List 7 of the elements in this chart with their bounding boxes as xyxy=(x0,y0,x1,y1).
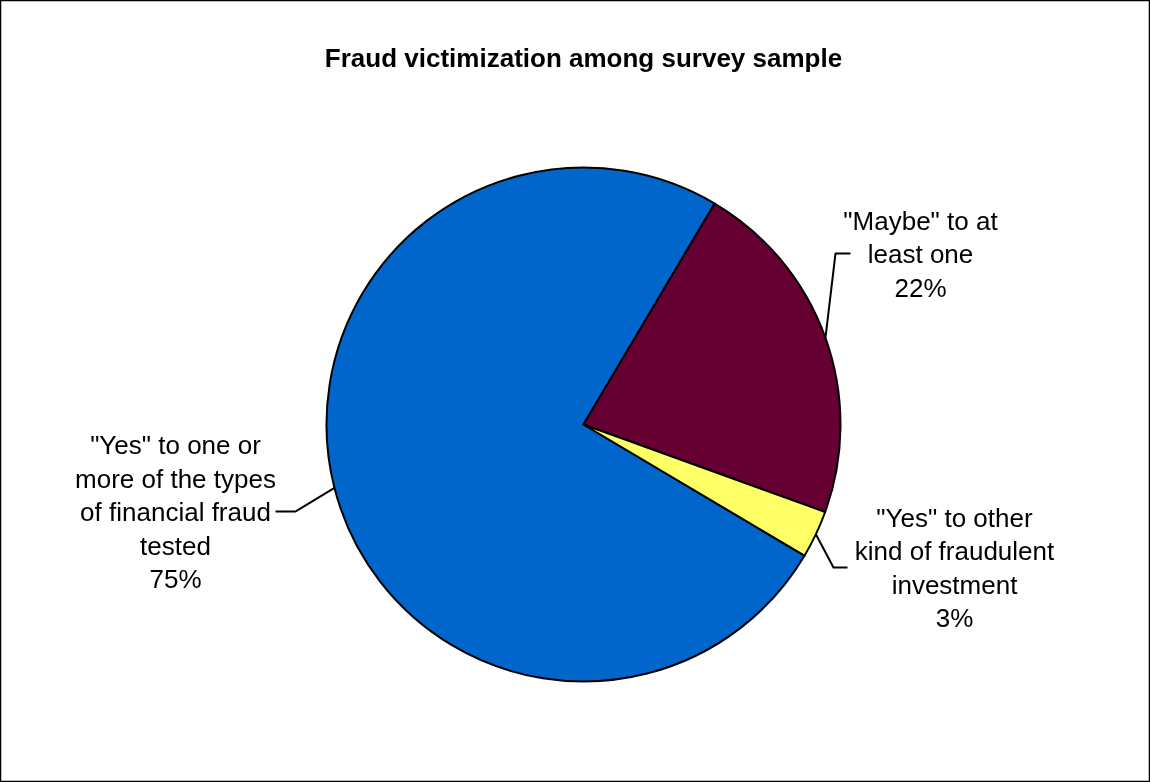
chart-title: Fraud victimization among survey sample xyxy=(324,42,843,73)
data-label: 3% xyxy=(935,603,974,634)
slice-label: "Yes" to one or more of the types of financial fraud tested xyxy=(75,430,276,561)
data-label: 22% xyxy=(894,272,947,303)
data-label: 75% xyxy=(149,564,202,594)
slice-label: "Maybe" to at least one xyxy=(843,205,999,269)
slice-label: "Yes" to other kind of fraudulent investment xyxy=(854,502,1056,600)
